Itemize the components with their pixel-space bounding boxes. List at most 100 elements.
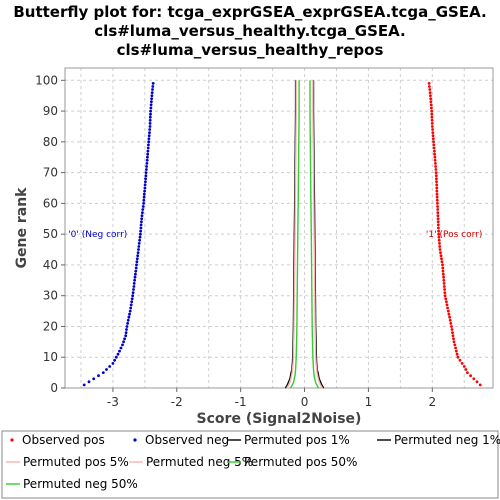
legend-label: Permuted pos 5% — [23, 455, 129, 469]
x-tick-label: 1 — [365, 395, 373, 409]
data-point — [431, 128, 434, 131]
x-tick-label: -1 — [235, 395, 247, 409]
legend-item: Permuted neg 1% — [377, 433, 500, 447]
data-point — [144, 180, 147, 184]
data-point — [440, 260, 444, 264]
data-point — [446, 309, 450, 313]
data-point — [135, 260, 139, 264]
data-point — [437, 226, 440, 230]
data-point — [431, 137, 435, 141]
data-point — [437, 238, 441, 242]
data-point — [449, 322, 453, 325]
series-line — [289, 80, 300, 389]
data-point — [430, 118, 434, 122]
data-point — [448, 318, 452, 322]
series-line — [312, 80, 323, 389]
data-point — [148, 128, 152, 131]
data-point — [124, 331, 128, 334]
legend-item: Observed pos — [10, 433, 105, 447]
data-point — [430, 122, 434, 125]
data-point — [124, 334, 128, 338]
data-point — [116, 352, 120, 356]
legend-label: Permuted pos 1% — [244, 433, 350, 447]
data-point — [139, 223, 143, 227]
data-point — [430, 115, 434, 119]
data-point — [441, 272, 445, 276]
data-point — [453, 343, 457, 347]
series-permuted-pos-50- — [309, 80, 320, 389]
data-point — [446, 306, 449, 310]
y-tick-label: 100 — [35, 73, 58, 87]
y-axis-ticks: 0 10 20 30 40 50 60 70 80 90 100 — [35, 73, 65, 395]
y-tick-label: 20 — [43, 319, 58, 333]
data-point — [475, 380, 479, 384]
data-point — [141, 205, 145, 208]
data-point — [87, 380, 91, 384]
data-point — [442, 285, 446, 288]
data-point — [121, 343, 124, 347]
data-point — [428, 91, 432, 94]
data-point — [444, 297, 448, 301]
data-point — [147, 134, 151, 138]
data-point — [144, 174, 148, 178]
data-point — [134, 272, 137, 276]
data-point — [143, 186, 147, 190]
data-point — [143, 189, 147, 193]
data-point — [138, 238, 142, 242]
data-point — [135, 263, 138, 267]
data-point — [437, 235, 441, 239]
grid-lines — [65, 68, 493, 389]
data-point — [114, 355, 118, 359]
data-point — [445, 303, 449, 307]
data-point — [151, 82, 155, 85]
y-tick-label: 40 — [43, 258, 58, 272]
data-point — [439, 251, 442, 255]
data-point — [443, 294, 447, 298]
data-point — [148, 125, 152, 128]
data-point — [428, 88, 432, 91]
data-point — [434, 168, 438, 171]
data-point — [137, 242, 141, 245]
x-tick-label: 0 — [301, 395, 309, 409]
plot-area-frame — [64, 67, 494, 389]
data-point — [125, 328, 128, 331]
y-tick-label: 80 — [43, 135, 58, 149]
data-point — [128, 309, 132, 313]
annotation-label: '1' (Pos corr) — [426, 230, 482, 240]
data-point — [427, 82, 431, 85]
data-point — [436, 223, 440, 227]
data-point — [140, 220, 143, 224]
data-point — [132, 285, 136, 288]
data-point — [442, 282, 446, 285]
data-point — [145, 165, 149, 168]
legend-label: Observed pos — [22, 433, 105, 447]
data-point — [436, 208, 440, 211]
legend: Observed pos Observed neg Permuted pos 1% P… — [6, 433, 500, 491]
data-point — [132, 288, 135, 291]
data-point — [148, 118, 152, 122]
data-point — [433, 149, 436, 153]
series-line — [286, 80, 297, 389]
data-point — [129, 306, 133, 310]
data-point — [97, 374, 100, 378]
x-tick-label: -3 — [107, 395, 119, 409]
data-point — [142, 202, 146, 205]
data-point — [149, 109, 153, 113]
data-point — [435, 195, 439, 199]
data-point — [134, 266, 138, 270]
series-line — [309, 80, 320, 389]
data-point — [92, 377, 96, 381]
x-axis-ticks: -3 -2 -1 0 1 2 — [107, 388, 436, 409]
legend-item: Permuted neg 5% — [129, 455, 253, 469]
data-point — [440, 257, 443, 261]
data-point — [429, 94, 432, 98]
legend-marker — [133, 438, 137, 442]
legend-item: Permuted pos 50% — [227, 455, 357, 469]
data-point — [431, 134, 435, 138]
data-point — [147, 137, 151, 141]
data-point — [455, 352, 459, 356]
data-point — [150, 94, 154, 98]
data-point — [436, 214, 440, 218]
data-point — [146, 146, 150, 150]
